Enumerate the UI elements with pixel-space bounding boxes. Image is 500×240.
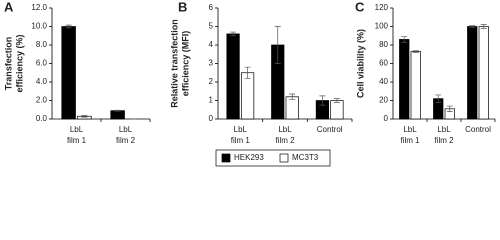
error-bar [81,114,88,118]
legend-label: HEK293 [234,153,264,162]
y-tick-label: 80 [379,40,388,49]
error-bar [480,24,487,29]
y-axis-label: efficiency (%) [14,34,24,92]
x-tick-label: LbL film 2 [434,125,454,145]
bar [110,110,125,120]
error-bar [435,94,442,103]
y-tick-label: 4.0 [36,77,48,86]
y-tick-label: 0.0 [36,114,48,123]
y-tick-label: 2 [209,77,214,86]
x-tick-label: LbL film 1 [400,125,420,145]
bar [226,33,240,120]
bar [467,26,478,120]
error-bar [469,25,476,28]
y-tick-label: 4 [209,40,214,49]
y-tick-label: 10.0 [31,22,47,31]
y-tick-label: 6.0 [36,59,48,68]
error-bar [446,105,453,112]
y-tick-label: 1 [209,96,214,105]
y-axis-label: efficiency (MFI) [180,31,190,97]
error-bar [114,109,121,112]
bar [410,51,421,120]
y-axis-label: Relative transfection [169,19,179,108]
error-bar [244,66,251,79]
y-tick-label: 20 [379,96,388,105]
figure: A Transfection efficiency (%) 0.0 2.0 4.0 6.0 8… [3,0,496,167]
error-bar [412,50,419,53]
bar [240,72,255,120]
y-tick-label: 3 [209,59,214,68]
y-tick-label: 5 [209,22,214,31]
y-tick-label: 100 [375,22,389,31]
y-tick-label: 40 [379,77,388,86]
panel-label: A [4,0,14,14]
panel-label: B [178,0,187,14]
legend-swatch [221,153,231,163]
x-tick-label: Control [317,125,343,134]
y-axis-label: Transfection [3,37,13,91]
legend-box [215,149,331,167]
y-tick-label: 60 [379,59,388,68]
x-tick-label: LbL film 1 [67,125,87,145]
error-bar [319,95,326,106]
legend-label: MC3T3 [292,153,319,162]
bar [399,39,410,120]
panel-label: C [355,0,365,14]
x-tick-label: LbL film 2 [275,125,295,145]
error-bar [65,24,72,29]
y-axis-label: Cell viability (%) [355,29,365,98]
error-bar [333,98,340,103]
y-tick-label: 8.0 [36,40,48,49]
x-tick-label: LbL film 2 [116,125,136,145]
y-tick-label: 0 [384,114,389,123]
error-bar [274,26,281,64]
bar [285,96,299,120]
x-tick-label: LbL film 1 [231,125,251,145]
y-tick-label: 2.0 [36,96,48,105]
y-tick-label: 6 [209,3,214,12]
bar [478,26,489,120]
y-tick-label: 0 [209,114,214,123]
y-tick-label: 120 [375,3,389,12]
error-bar [230,31,237,37]
x-tick-label: Control [465,125,491,134]
error-bar [401,36,408,43]
y-tick-label: 12.0 [31,3,47,12]
legend-swatch [279,153,289,163]
error-bar [289,93,296,100]
bar [330,100,344,120]
bar [61,26,76,120]
